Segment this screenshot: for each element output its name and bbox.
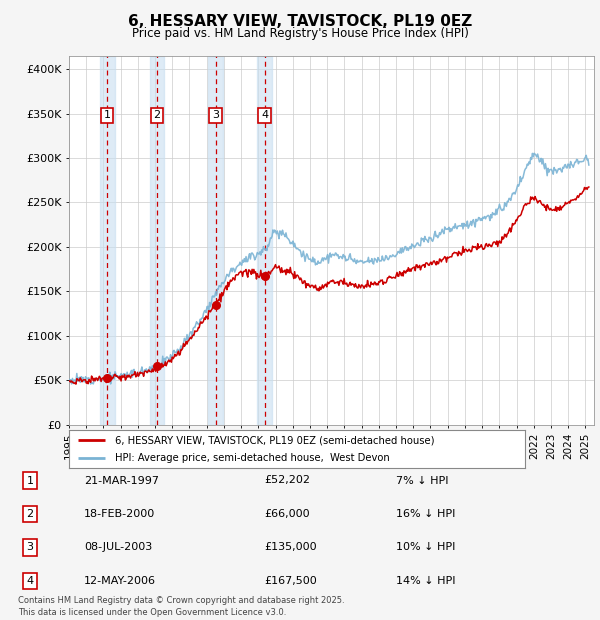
Text: £66,000: £66,000 — [264, 509, 310, 519]
Text: 21-MAR-1997: 21-MAR-1997 — [84, 476, 159, 485]
Text: 14% ↓ HPI: 14% ↓ HPI — [396, 576, 455, 586]
Text: HPI: Average price, semi-detached house,  West Devon: HPI: Average price, semi-detached house,… — [115, 453, 389, 464]
Text: 1: 1 — [26, 476, 34, 485]
Text: Price paid vs. HM Land Registry's House Price Index (HPI): Price paid vs. HM Land Registry's House … — [131, 27, 469, 40]
Text: 3: 3 — [212, 110, 219, 120]
Text: 7% ↓ HPI: 7% ↓ HPI — [396, 476, 449, 485]
Bar — [257, 56, 272, 425]
Text: 12-MAY-2006: 12-MAY-2006 — [84, 576, 156, 586]
Text: 3: 3 — [26, 542, 34, 552]
Bar — [208, 56, 223, 425]
Text: 08-JUL-2003: 08-JUL-2003 — [84, 542, 152, 552]
Text: 10% ↓ HPI: 10% ↓ HPI — [396, 542, 455, 552]
Text: 6, HESSARY VIEW, TAVISTOCK, PL19 0EZ (semi-detached house): 6, HESSARY VIEW, TAVISTOCK, PL19 0EZ (se… — [115, 435, 434, 445]
Text: Contains HM Land Registry data © Crown copyright and database right 2025.
This d: Contains HM Land Registry data © Crown c… — [18, 596, 344, 617]
Bar — [150, 56, 164, 425]
Text: 1: 1 — [104, 110, 111, 120]
Text: £135,000: £135,000 — [264, 542, 317, 552]
Text: 2: 2 — [26, 509, 34, 519]
Text: £52,202: £52,202 — [264, 476, 310, 485]
Text: £167,500: £167,500 — [264, 576, 317, 586]
Text: 16% ↓ HPI: 16% ↓ HPI — [396, 509, 455, 519]
Text: 4: 4 — [261, 110, 268, 120]
Text: 2: 2 — [154, 110, 161, 120]
Text: 18-FEB-2000: 18-FEB-2000 — [84, 509, 155, 519]
Bar — [100, 56, 115, 425]
Text: 6, HESSARY VIEW, TAVISTOCK, PL19 0EZ: 6, HESSARY VIEW, TAVISTOCK, PL19 0EZ — [128, 14, 472, 29]
Text: 4: 4 — [26, 576, 34, 586]
